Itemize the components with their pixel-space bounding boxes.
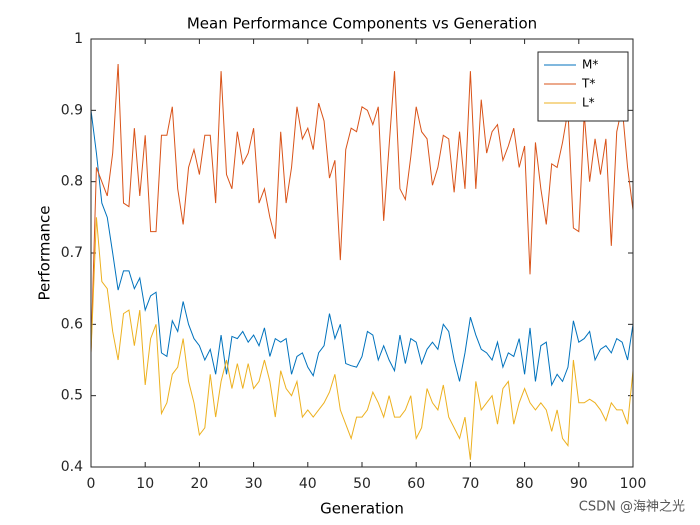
y-tick-label: 0.7 xyxy=(61,245,83,261)
x-tick-label: 70 xyxy=(461,476,479,492)
y-tick-label: 0.6 xyxy=(61,316,83,332)
x-tick-label: 90 xyxy=(570,476,588,492)
x-tick-label: 100 xyxy=(620,476,647,492)
x-tick-label: 0 xyxy=(87,476,96,492)
y-tick-label: 0.5 xyxy=(61,388,83,404)
y-tick-label: 1 xyxy=(74,31,83,47)
x-tick-label: 10 xyxy=(136,476,154,492)
x-tick-label: 40 xyxy=(299,476,317,492)
chart-title: Mean Performance Components vs Generatio… xyxy=(187,15,537,33)
y-axis-label: Performance xyxy=(36,205,54,300)
y-tick-label: 0.8 xyxy=(61,174,83,190)
y-tick-label: 0.4 xyxy=(61,459,83,475)
line-series xyxy=(90,63,634,353)
legend-label: L* xyxy=(582,96,595,110)
line-series xyxy=(90,110,634,387)
x-tick-label: 60 xyxy=(407,476,425,492)
x-tick-label: 20 xyxy=(190,476,208,492)
y-tick-label: 0.9 xyxy=(61,102,83,118)
legend-label: T* xyxy=(581,77,595,91)
line-series xyxy=(90,217,634,460)
x-axis-label: Generation xyxy=(320,500,404,518)
x-tick-label: 50 xyxy=(353,476,371,492)
legend-box xyxy=(537,51,629,122)
x-tick-label: 80 xyxy=(516,476,534,492)
watermark: CSDN @海神之光 xyxy=(579,500,685,515)
legend-label: M* xyxy=(582,58,598,72)
x-tick-label: 30 xyxy=(245,476,263,492)
axes-box xyxy=(90,38,634,468)
